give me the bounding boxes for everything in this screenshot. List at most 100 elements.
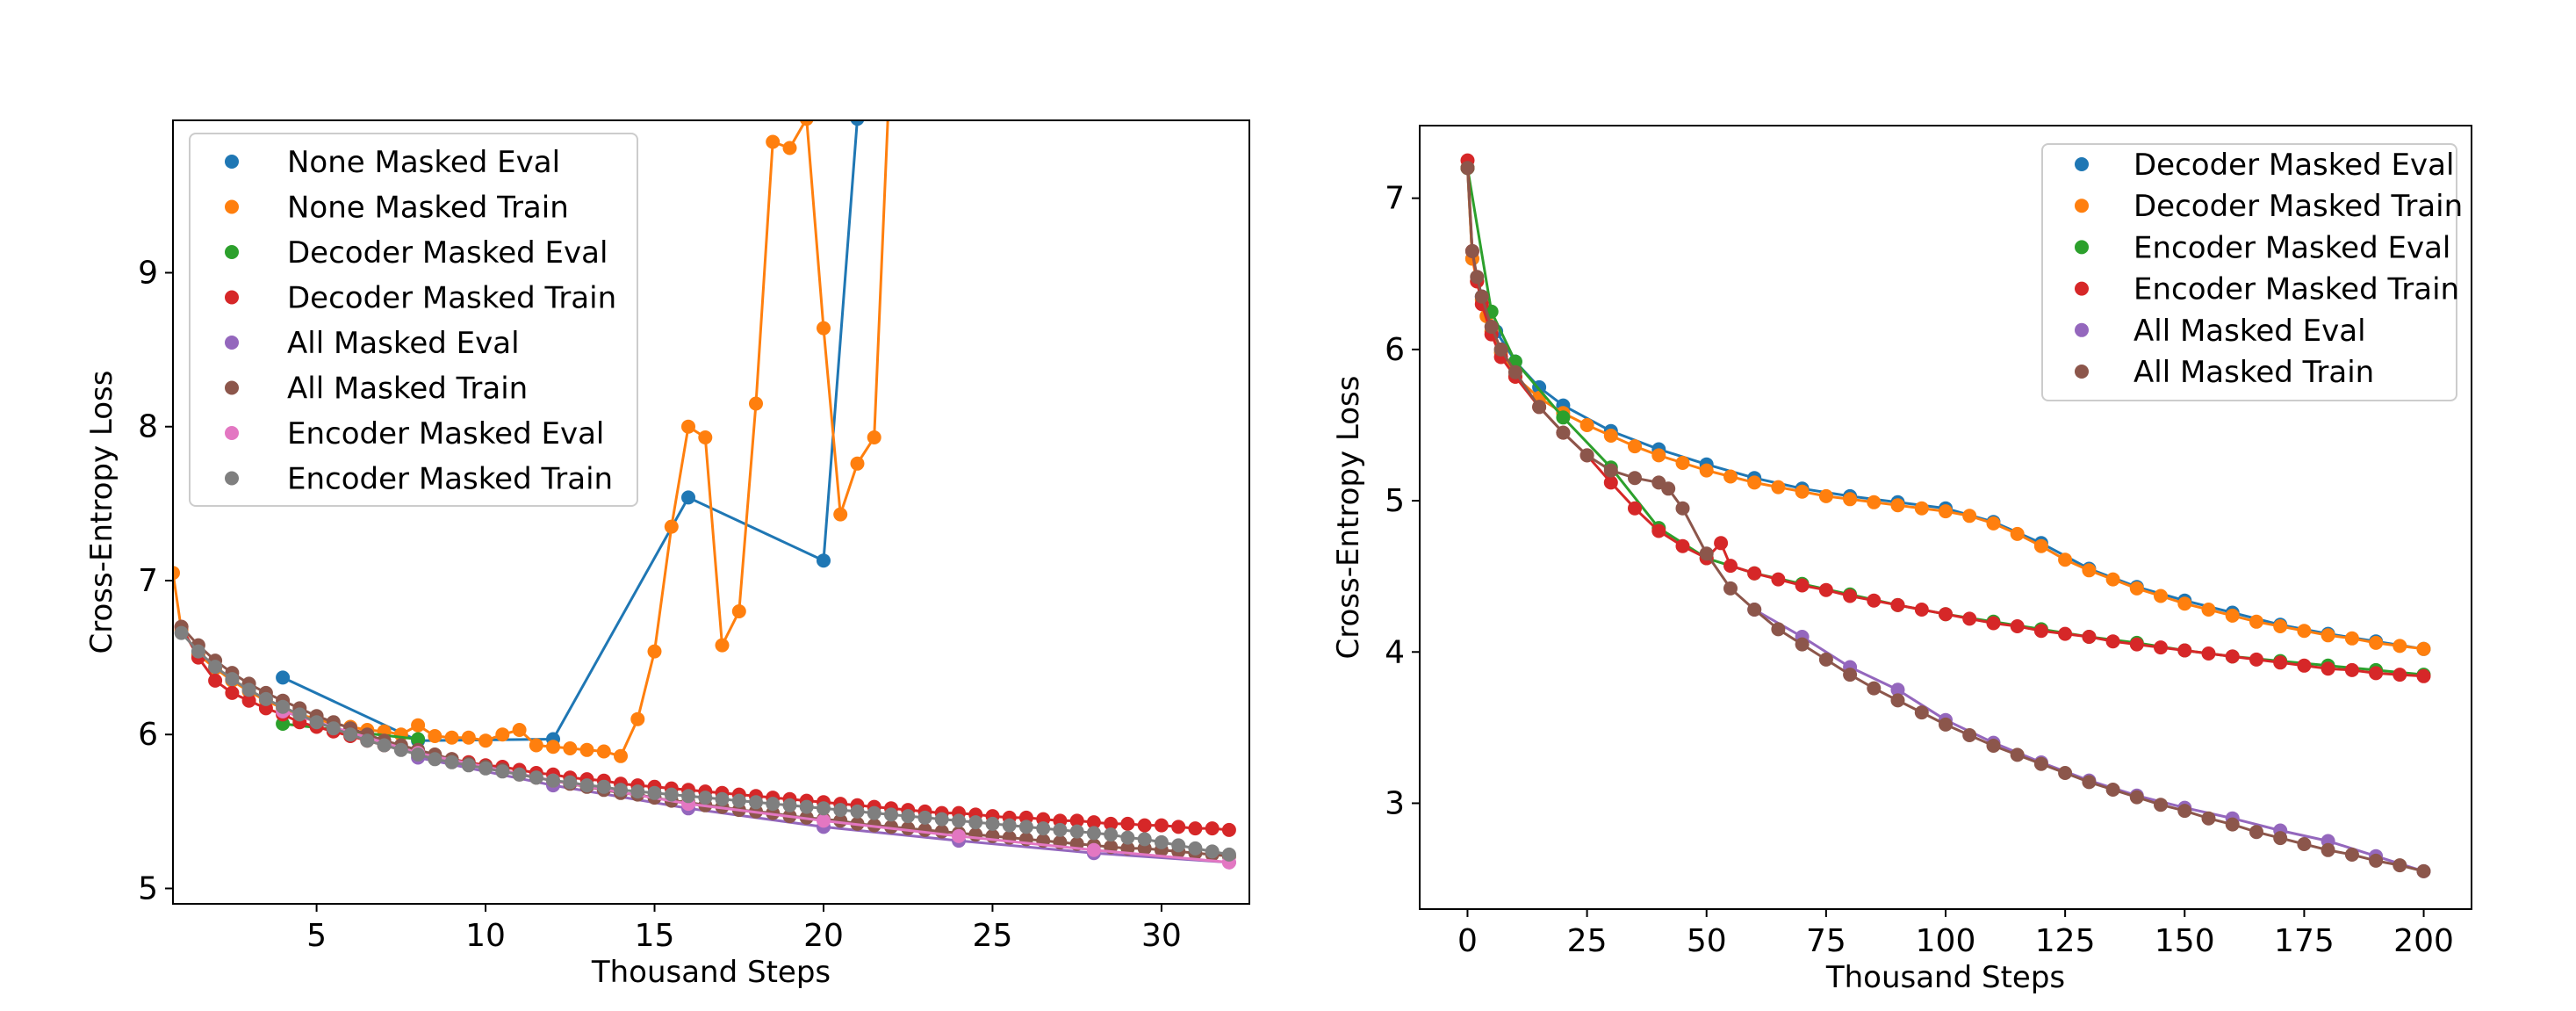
data-point xyxy=(2321,661,2335,676)
data-point xyxy=(698,791,713,805)
data-point xyxy=(444,730,459,745)
data-point xyxy=(2416,641,2431,656)
y-axis-label: Cross-Entropy Loss xyxy=(1331,376,1366,660)
y-tick-label: 6 xyxy=(138,717,158,753)
data-point xyxy=(461,730,476,745)
data-point xyxy=(276,670,291,685)
y-tick-label: 5 xyxy=(138,870,158,906)
data-point xyxy=(1002,818,1017,833)
data-point xyxy=(1137,818,1152,833)
data-point xyxy=(546,740,560,755)
data-point xyxy=(579,742,594,757)
data-point xyxy=(1507,365,1522,379)
x-axis-label: Thousand Steps xyxy=(591,955,831,990)
data-point xyxy=(1843,492,1858,507)
data-point xyxy=(1493,342,1508,357)
data-point xyxy=(2344,662,2359,677)
data-point xyxy=(393,742,408,757)
data-point xyxy=(934,812,949,827)
data-point xyxy=(1795,637,1810,652)
data-point xyxy=(225,685,240,700)
data-point xyxy=(1086,842,1101,857)
data-point xyxy=(664,787,679,802)
legend-marker xyxy=(2075,281,2089,296)
y-tick-label: 3 xyxy=(1385,785,1405,821)
series-line xyxy=(1466,168,2424,873)
data-point xyxy=(2154,640,2168,655)
data-point xyxy=(563,775,578,790)
data-point xyxy=(681,419,695,434)
data-point xyxy=(1771,622,1786,637)
y-tick-label: 7 xyxy=(138,563,158,599)
legend-marker xyxy=(225,155,239,169)
data-point xyxy=(2393,668,2407,682)
x-tick-label: 150 xyxy=(2155,923,2215,959)
data-point xyxy=(1795,484,1810,499)
data-point xyxy=(2393,639,2407,654)
data-point xyxy=(1628,439,1642,454)
data-point xyxy=(2058,626,2073,641)
data-point xyxy=(2105,572,2120,587)
data-point xyxy=(1962,728,1977,742)
data-point xyxy=(1651,448,1666,463)
data-point xyxy=(2416,863,2431,878)
legend-entry: None Masked Train xyxy=(287,191,569,226)
series-all-masked-train xyxy=(1460,161,2431,878)
data-point xyxy=(934,824,949,839)
data-point xyxy=(1086,815,1101,830)
data-point xyxy=(1890,597,1905,612)
data-point xyxy=(1171,838,1186,853)
data-point xyxy=(1205,844,1220,859)
data-point xyxy=(461,758,476,773)
legend-entry: Encoder Masked Train xyxy=(2133,272,2459,307)
data-point xyxy=(225,672,240,687)
data-point xyxy=(1914,705,1929,720)
data-point xyxy=(1053,822,1068,837)
data-point xyxy=(1120,830,1135,845)
data-point xyxy=(2393,858,2407,873)
data-point xyxy=(1890,682,1905,697)
axes-frame xyxy=(172,119,1250,905)
data-point xyxy=(799,120,814,126)
data-point xyxy=(2273,619,2288,633)
data-point xyxy=(1104,827,1119,842)
data-point xyxy=(2058,552,2073,567)
data-point xyxy=(1532,400,1547,415)
data-point xyxy=(817,813,831,828)
data-point xyxy=(1939,607,1953,622)
data-point xyxy=(1460,161,1475,176)
data-point xyxy=(614,783,628,798)
data-point xyxy=(1986,616,2001,631)
legend-entry: Encoder Masked Eval xyxy=(2133,230,2450,265)
data-point xyxy=(1651,524,1666,538)
legend: Decoder Masked Eval Decoder Masked Train E… xyxy=(2041,143,2463,401)
legend-marker xyxy=(2075,322,2089,337)
legend-entry: Encoder Masked Train xyxy=(287,462,613,497)
legend-entry: Encoder Masked Eval xyxy=(287,416,604,451)
chart-panel-2: 0 25 50 75 100 125 150 175 200 3 4 5 6 7 Thousand Step… xyxy=(1331,125,2472,995)
data-point xyxy=(1962,611,1977,626)
x-tick-label: 200 xyxy=(2393,923,2454,959)
data-point xyxy=(1188,841,1203,856)
data-point xyxy=(495,727,510,742)
y-tick-label: 8 xyxy=(138,409,158,445)
data-point xyxy=(1723,469,1738,484)
legend-frame xyxy=(2041,143,2457,401)
data-point xyxy=(1603,475,1618,490)
data-point xyxy=(614,748,628,763)
data-point xyxy=(2082,775,2097,790)
x-tick-label: 25 xyxy=(973,918,1013,954)
data-point xyxy=(884,820,898,834)
data-point xyxy=(782,141,797,155)
data-point xyxy=(479,761,493,776)
y-axis-label: Cross-Entropy Loss xyxy=(84,371,119,654)
data-point xyxy=(1914,501,1929,516)
plot-area xyxy=(173,120,1236,870)
y-tick-label: 7 xyxy=(1385,181,1405,217)
data-point xyxy=(2225,649,2240,664)
data-point xyxy=(833,507,848,522)
data-point xyxy=(1188,821,1203,836)
y-tick-label: 6 xyxy=(1385,332,1405,368)
legend-marker xyxy=(225,336,239,350)
data-point xyxy=(2105,783,2120,797)
